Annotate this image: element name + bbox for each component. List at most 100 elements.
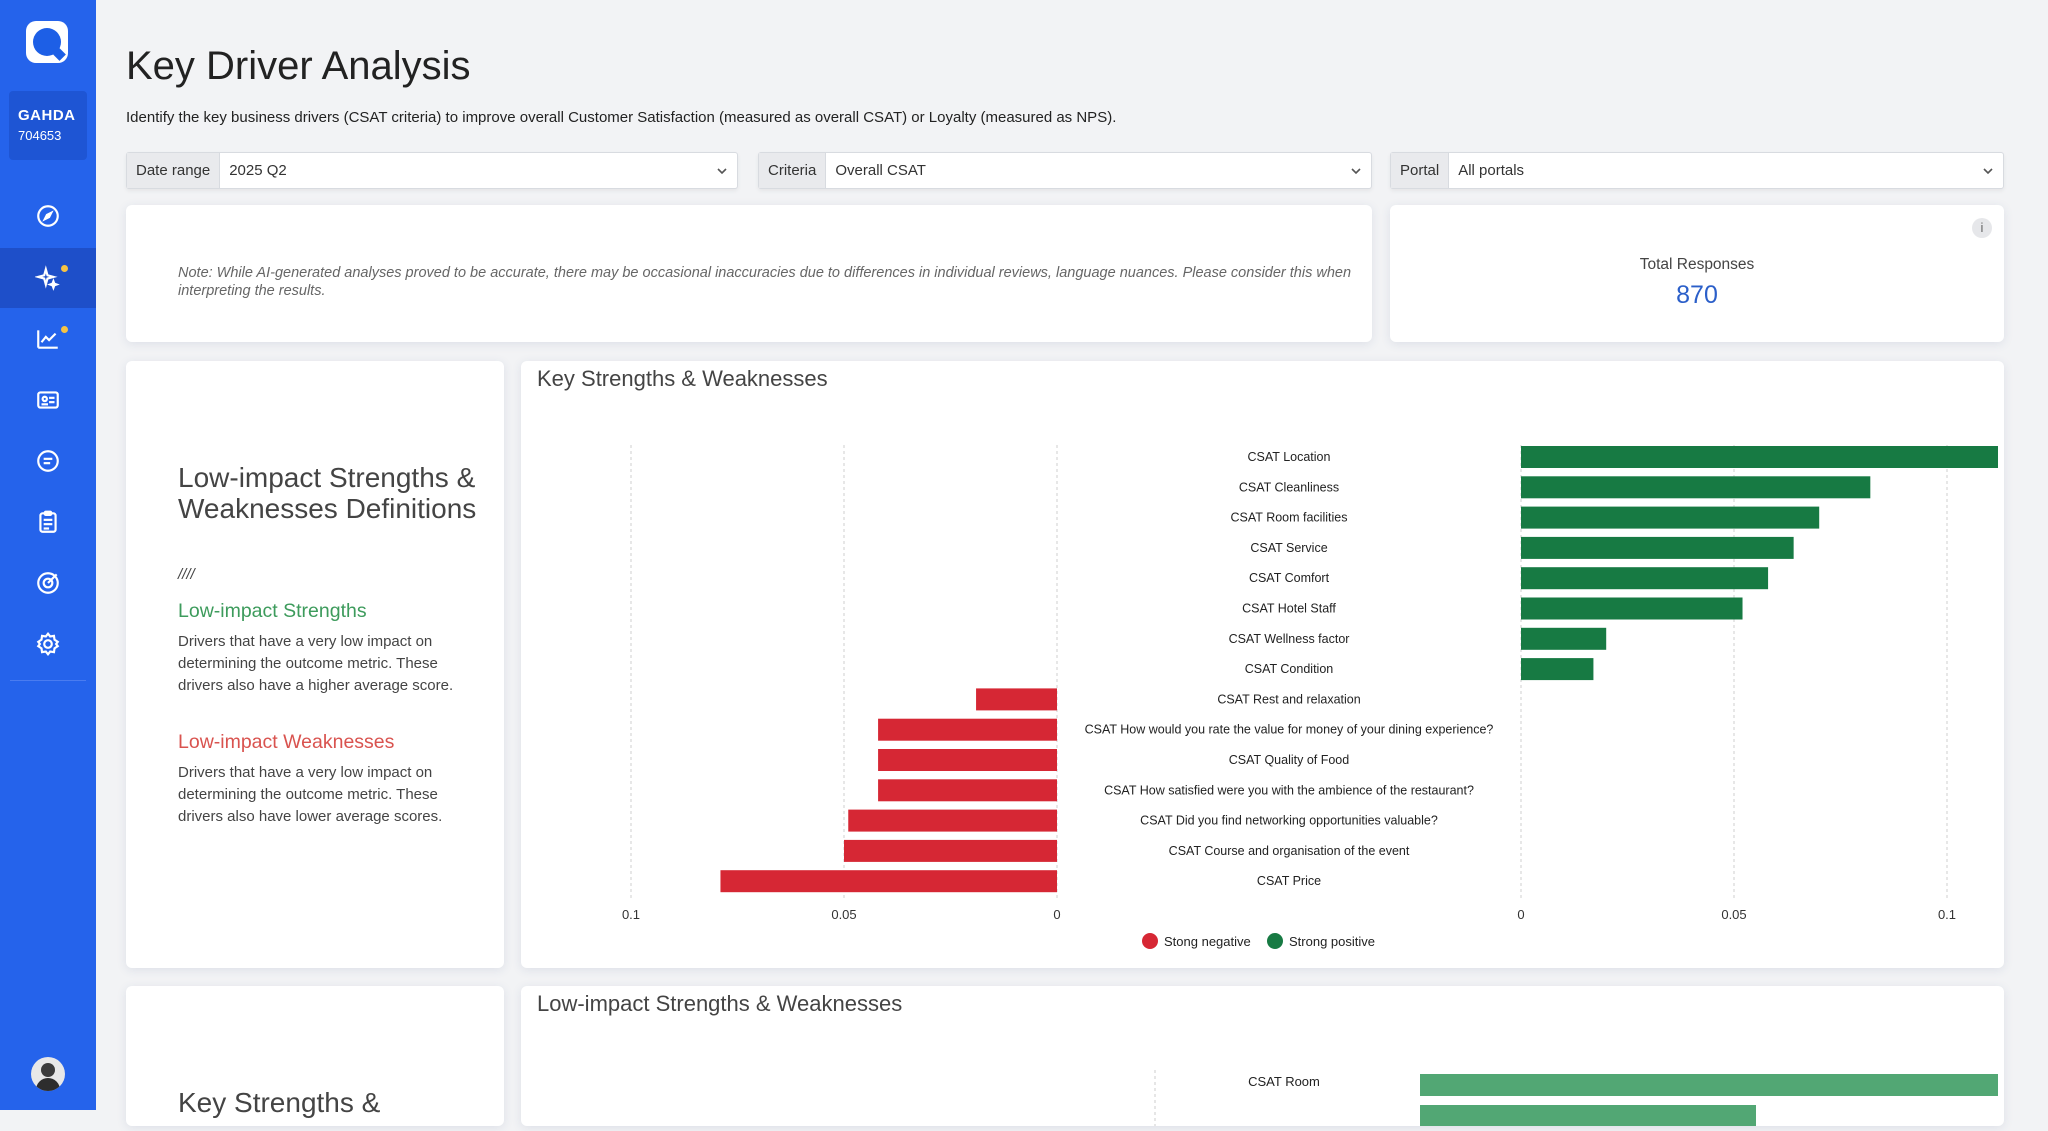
chevron-down-icon [1983,167,1993,174]
bar-negative [878,749,1057,771]
category-label: CSAT Did you find networking opportuniti… [1140,814,1438,828]
date-range-label: Date range [127,153,221,188]
nav-goals[interactable] [0,553,96,613]
tick-label-negative: 0.1 [622,907,640,922]
chart-line-icon [37,330,58,349]
bar-positive [1521,627,1607,650]
account-switcher[interactable]: GAHDA 704653 [9,91,87,160]
weaknesses-description: Drivers that have a very low impact on d… [178,764,443,825]
nav-explore[interactable] [0,186,96,246]
date-range-value: 2025 Q2 [229,162,287,179]
category-label: CSAT Service [1250,541,1327,555]
key-strengths-weaknesses-chart: Key Strengths & Weaknesses 0.1 0.05 0 0 0.05… [521,361,2004,968]
date-range-select[interactable]: Date range 2025 Q2 [126,152,738,189]
bar-positive [1420,1074,1998,1096]
portal-value: All portals [1458,162,1525,179]
info-icon[interactable]: i [1972,218,1992,238]
nav-settings[interactable] [0,614,96,674]
total-responses-card: i Total Responses 870 [1390,205,2004,342]
tick-label-negative: 0.05 [831,907,856,922]
legend-swatch-negative [1142,933,1158,949]
ai-disclaimer: Note: While AI-generated analyses proved… [178,265,1352,299]
sparkles-icon [35,265,60,291]
definitions-card: Low-impact Strengths & Weaknesses Defini… [126,361,504,968]
category-label: CSAT Condition [1245,662,1334,676]
category-label: CSAT Rest and relaxation [1217,692,1360,706]
category-label: CSAT Price [1257,874,1321,888]
total-responses-label: Total Responses [1639,256,1755,273]
app-logo[interactable] [26,21,68,63]
bar-positive [1521,597,1743,620]
chevron-down-icon [717,167,727,174]
bar-positive [1521,506,1820,529]
ai-note-card: Note: While AI-generated analyses proved… [126,205,1372,342]
bar-positive [1521,536,1794,559]
chart-svg: 0.1 0.05 0 0 0.05 0.1 CSAT Location CSAT Cleanl… [622,445,1998,949]
separator: //// [178,566,195,583]
category-label: CSAT Cleanliness [1239,480,1339,494]
strengths-title: Low-impact Strengths [178,600,367,622]
nav-analytics[interactable] [0,309,96,369]
category-label: CSAT Course and organisation of the even… [1169,844,1410,858]
definitions-title-2: Key Strengths & [178,1087,381,1118]
low-impact-chart: Low-impact Strengths & Weaknesses CSAT R… [521,986,2004,1127]
bar-negative [844,839,1057,862]
compass-icon [37,205,59,227]
sidebar-divider [10,680,86,681]
sidebar: GAHDA 704653 [0,0,96,1110]
chevron-down-icon [1351,167,1361,174]
avatar-head [41,1063,55,1077]
portal-label: Portal [1391,153,1450,188]
chat-logo-icon [33,28,61,56]
legend-label-positive: Strong positive [1289,934,1375,949]
target-icon [37,572,59,594]
id-card-icon [37,391,59,409]
chart-title-2: Low-impact Strengths & Weaknesses [537,991,903,1016]
nav-messages[interactable] [0,431,96,491]
legend-label-negative: Stong negative [1164,934,1251,949]
bar-negative [720,870,1057,893]
chart-title: Key Strengths & Weaknesses [537,366,828,391]
bar-negative [878,779,1057,802]
bar-positive [1420,1105,1756,1127]
nav-ai-insights[interactable] [0,248,96,308]
account-id: 704653 [18,128,62,143]
category-label: CSAT Location [1248,450,1331,464]
bar-negative [976,688,1057,711]
bar-positive [1521,658,1594,681]
criteria-value: Overall CSAT [835,162,926,179]
legend-swatch-positive [1267,933,1283,949]
definitions-card-2: Key Strengths & [126,986,504,1126]
strengths-description: Drivers that have a very low impact on d… [178,633,454,694]
tick-label-positive: 0 [1517,907,1524,922]
category-label: CSAT Comfort [1249,571,1330,585]
category-label: CSAT How satisfied were you with the amb… [1104,783,1474,797]
criteria-select[interactable]: Criteria Overall CSAT [758,152,1372,189]
bar-positive [1521,567,1769,590]
notification-dot [61,326,68,333]
chat-bubble-icon [37,450,59,472]
page-title: Key Driver Analysis [126,44,471,88]
definitions-title: Low-impact Strengths & Weaknesses Defini… [178,462,477,524]
category-label: CSAT Room facilities [1231,511,1348,525]
bar-positive [1521,476,1871,499]
criteria-label: Criteria [759,153,827,188]
tick-label-positive: 0.1 [1938,907,1956,922]
portal-select[interactable]: Portal All portals [1390,152,2004,189]
user-avatar[interactable] [31,1057,65,1091]
bar-negative [878,718,1057,741]
tick-label-negative: 0 [1053,907,1060,922]
category-label: CSAT Room [1248,1074,1320,1089]
account-name: GAHDA [18,107,76,124]
category-label: CSAT Hotel Staff [1242,602,1336,616]
gear-icon [36,631,60,657]
category-label: CSAT Wellness factor [1229,632,1350,646]
bar-negative [848,809,1057,832]
page-subtitle: Identify the key business drivers (CSAT … [126,109,1117,126]
category-label: CSAT How would you rate the value for mo… [1085,723,1494,737]
tick-label-positive: 0.05 [1721,907,1746,922]
bar-positive [1521,446,1998,468]
total-responses-value: 870 [1676,281,1718,309]
nav-profiles[interactable] [0,370,96,430]
nav-surveys[interactable] [0,492,96,552]
